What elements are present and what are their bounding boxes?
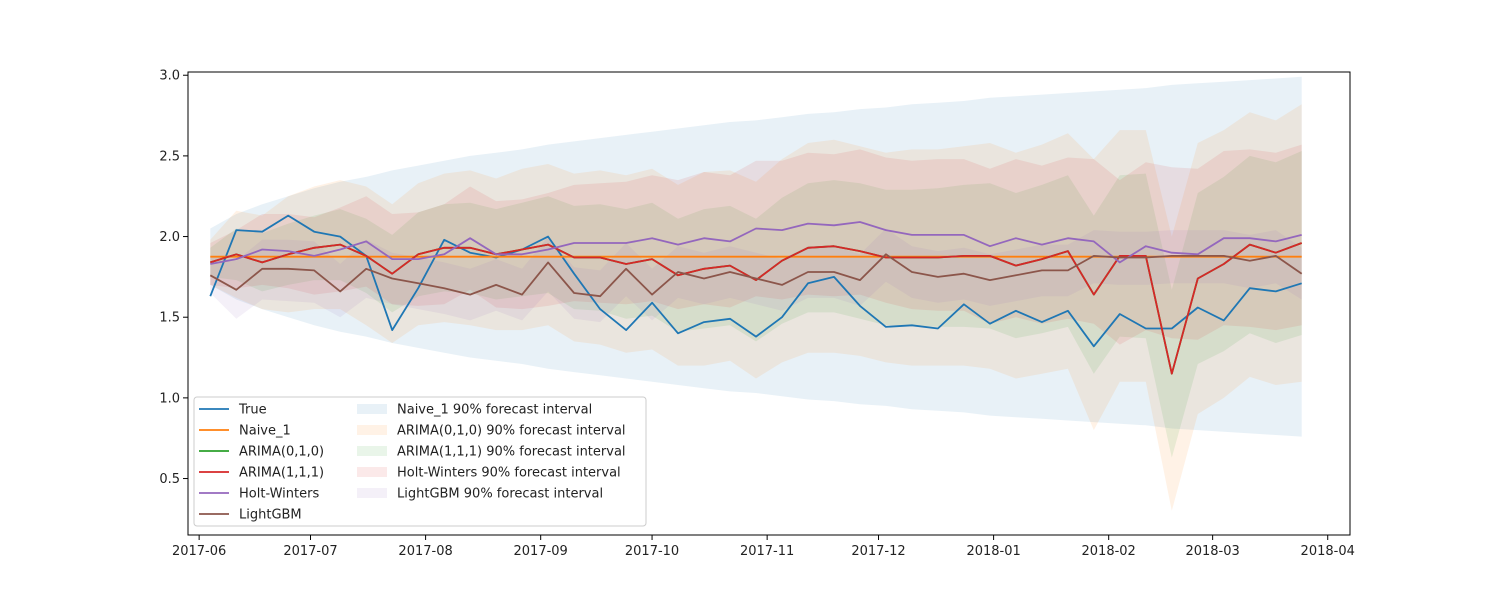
legend: True Naive_1 ARIMA(0,1,0) ARIMA(1,1,1) Holt-… xyxy=(193,396,647,527)
legend-label-interval: LightGBM 90% forecast interval xyxy=(397,487,603,502)
x-tick-label: 2017-07 xyxy=(283,544,337,559)
x-tick-label: 2018-01 xyxy=(966,544,1020,559)
series-line-4 xyxy=(210,221,1302,265)
legend-label-series: Holt-Winters xyxy=(239,487,319,502)
interval-bands xyxy=(210,76,1302,511)
legend-label-series: Naive_1 xyxy=(239,424,291,439)
y-tick-label: 2.5 xyxy=(159,149,180,164)
x-tick-label: 2017-08 xyxy=(398,544,452,559)
series-line-5 xyxy=(209,253,1303,298)
interval-band-2 xyxy=(210,151,1302,458)
legend-swatch-interval xyxy=(357,425,387,435)
legend-swatch-interval xyxy=(357,446,387,456)
y-axis: 0.5 1.0 1.5 2.0 2.5 3.0 xyxy=(159,69,188,487)
plot-frame xyxy=(187,71,1351,536)
series-lines xyxy=(209,214,1303,375)
legend-label-interval: Holt-Winters 90% forecast interval xyxy=(397,466,621,481)
series-line-3 xyxy=(210,242,1303,375)
legend-box xyxy=(193,396,647,527)
legend-label-series: ARIMA(1,1,1) xyxy=(239,466,324,481)
legend-label-series: LightGBM xyxy=(239,508,302,523)
legend-swatch-interval xyxy=(357,467,387,477)
x-tick-label: 2017-12 xyxy=(851,544,905,559)
y-tick-label: 0.5 xyxy=(159,472,180,487)
legend-label-interval: ARIMA(1,1,1) 90% forecast interval xyxy=(397,445,626,460)
interval-band-3 xyxy=(210,144,1302,345)
interval-band-1 xyxy=(210,104,1302,511)
legend-swatch-interval xyxy=(357,404,387,414)
y-tick-label: 1.5 xyxy=(159,311,180,326)
y-tick-label: 2.0 xyxy=(159,230,180,245)
x-tick-label: 2017-11 xyxy=(740,544,794,559)
x-tick-label: 2018-04 xyxy=(1301,544,1355,559)
legend-label-series: True xyxy=(238,403,267,418)
legend-label-interval: Naive_1 90% forecast interval xyxy=(397,403,592,418)
x-tick-label: 2017-09 xyxy=(514,544,568,559)
x-tick-label: 2018-03 xyxy=(1185,544,1239,559)
interval-band-4 xyxy=(210,228,1302,323)
x-tick-label: 2018-02 xyxy=(1082,544,1136,559)
series-line-0 xyxy=(209,214,1302,348)
y-tick-label: 3.0 xyxy=(159,69,180,84)
legend-label-interval: ARIMA(0,1,0) 90% forecast interval xyxy=(397,424,626,439)
y-tick-label: 1.0 xyxy=(159,391,180,406)
x-axis: 2017-06 2017-07 2017-08 2017-09 2017-10 2017-… xyxy=(172,535,1355,559)
legend-label-series: ARIMA(0,1,0) xyxy=(239,445,324,460)
x-tick-label: 2017-06 xyxy=(172,544,226,559)
legend-swatch-interval xyxy=(357,488,387,498)
x-tick-label: 2017-10 xyxy=(625,544,679,559)
